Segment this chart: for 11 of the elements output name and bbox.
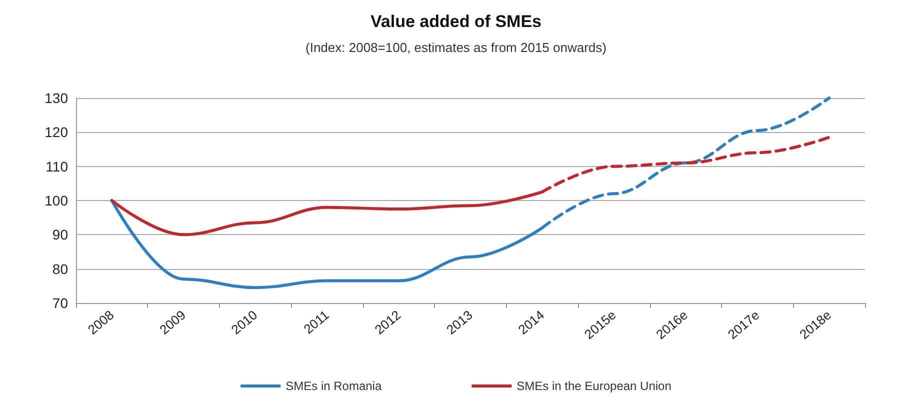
y-tick-label: 100 [44, 192, 68, 208]
y-tick-label: 130 [44, 90, 68, 106]
y-tick-label: 70 [52, 295, 68, 311]
y-tick-label: 90 [52, 226, 68, 243]
legend-label: SMEs in Romania [286, 379, 382, 393]
y-tick-label: 110 [46, 158, 68, 174]
chart-subtitle: (Index: 2008=100, estimates as from 2015 onwards) [306, 40, 606, 55]
y-tick-label: 80 [52, 260, 68, 277]
chart-title: Value added of SMEs [370, 12, 542, 31]
legend-label: SMEs in the European Union [516, 379, 672, 393]
y-tick-label: 120 [44, 124, 68, 140]
